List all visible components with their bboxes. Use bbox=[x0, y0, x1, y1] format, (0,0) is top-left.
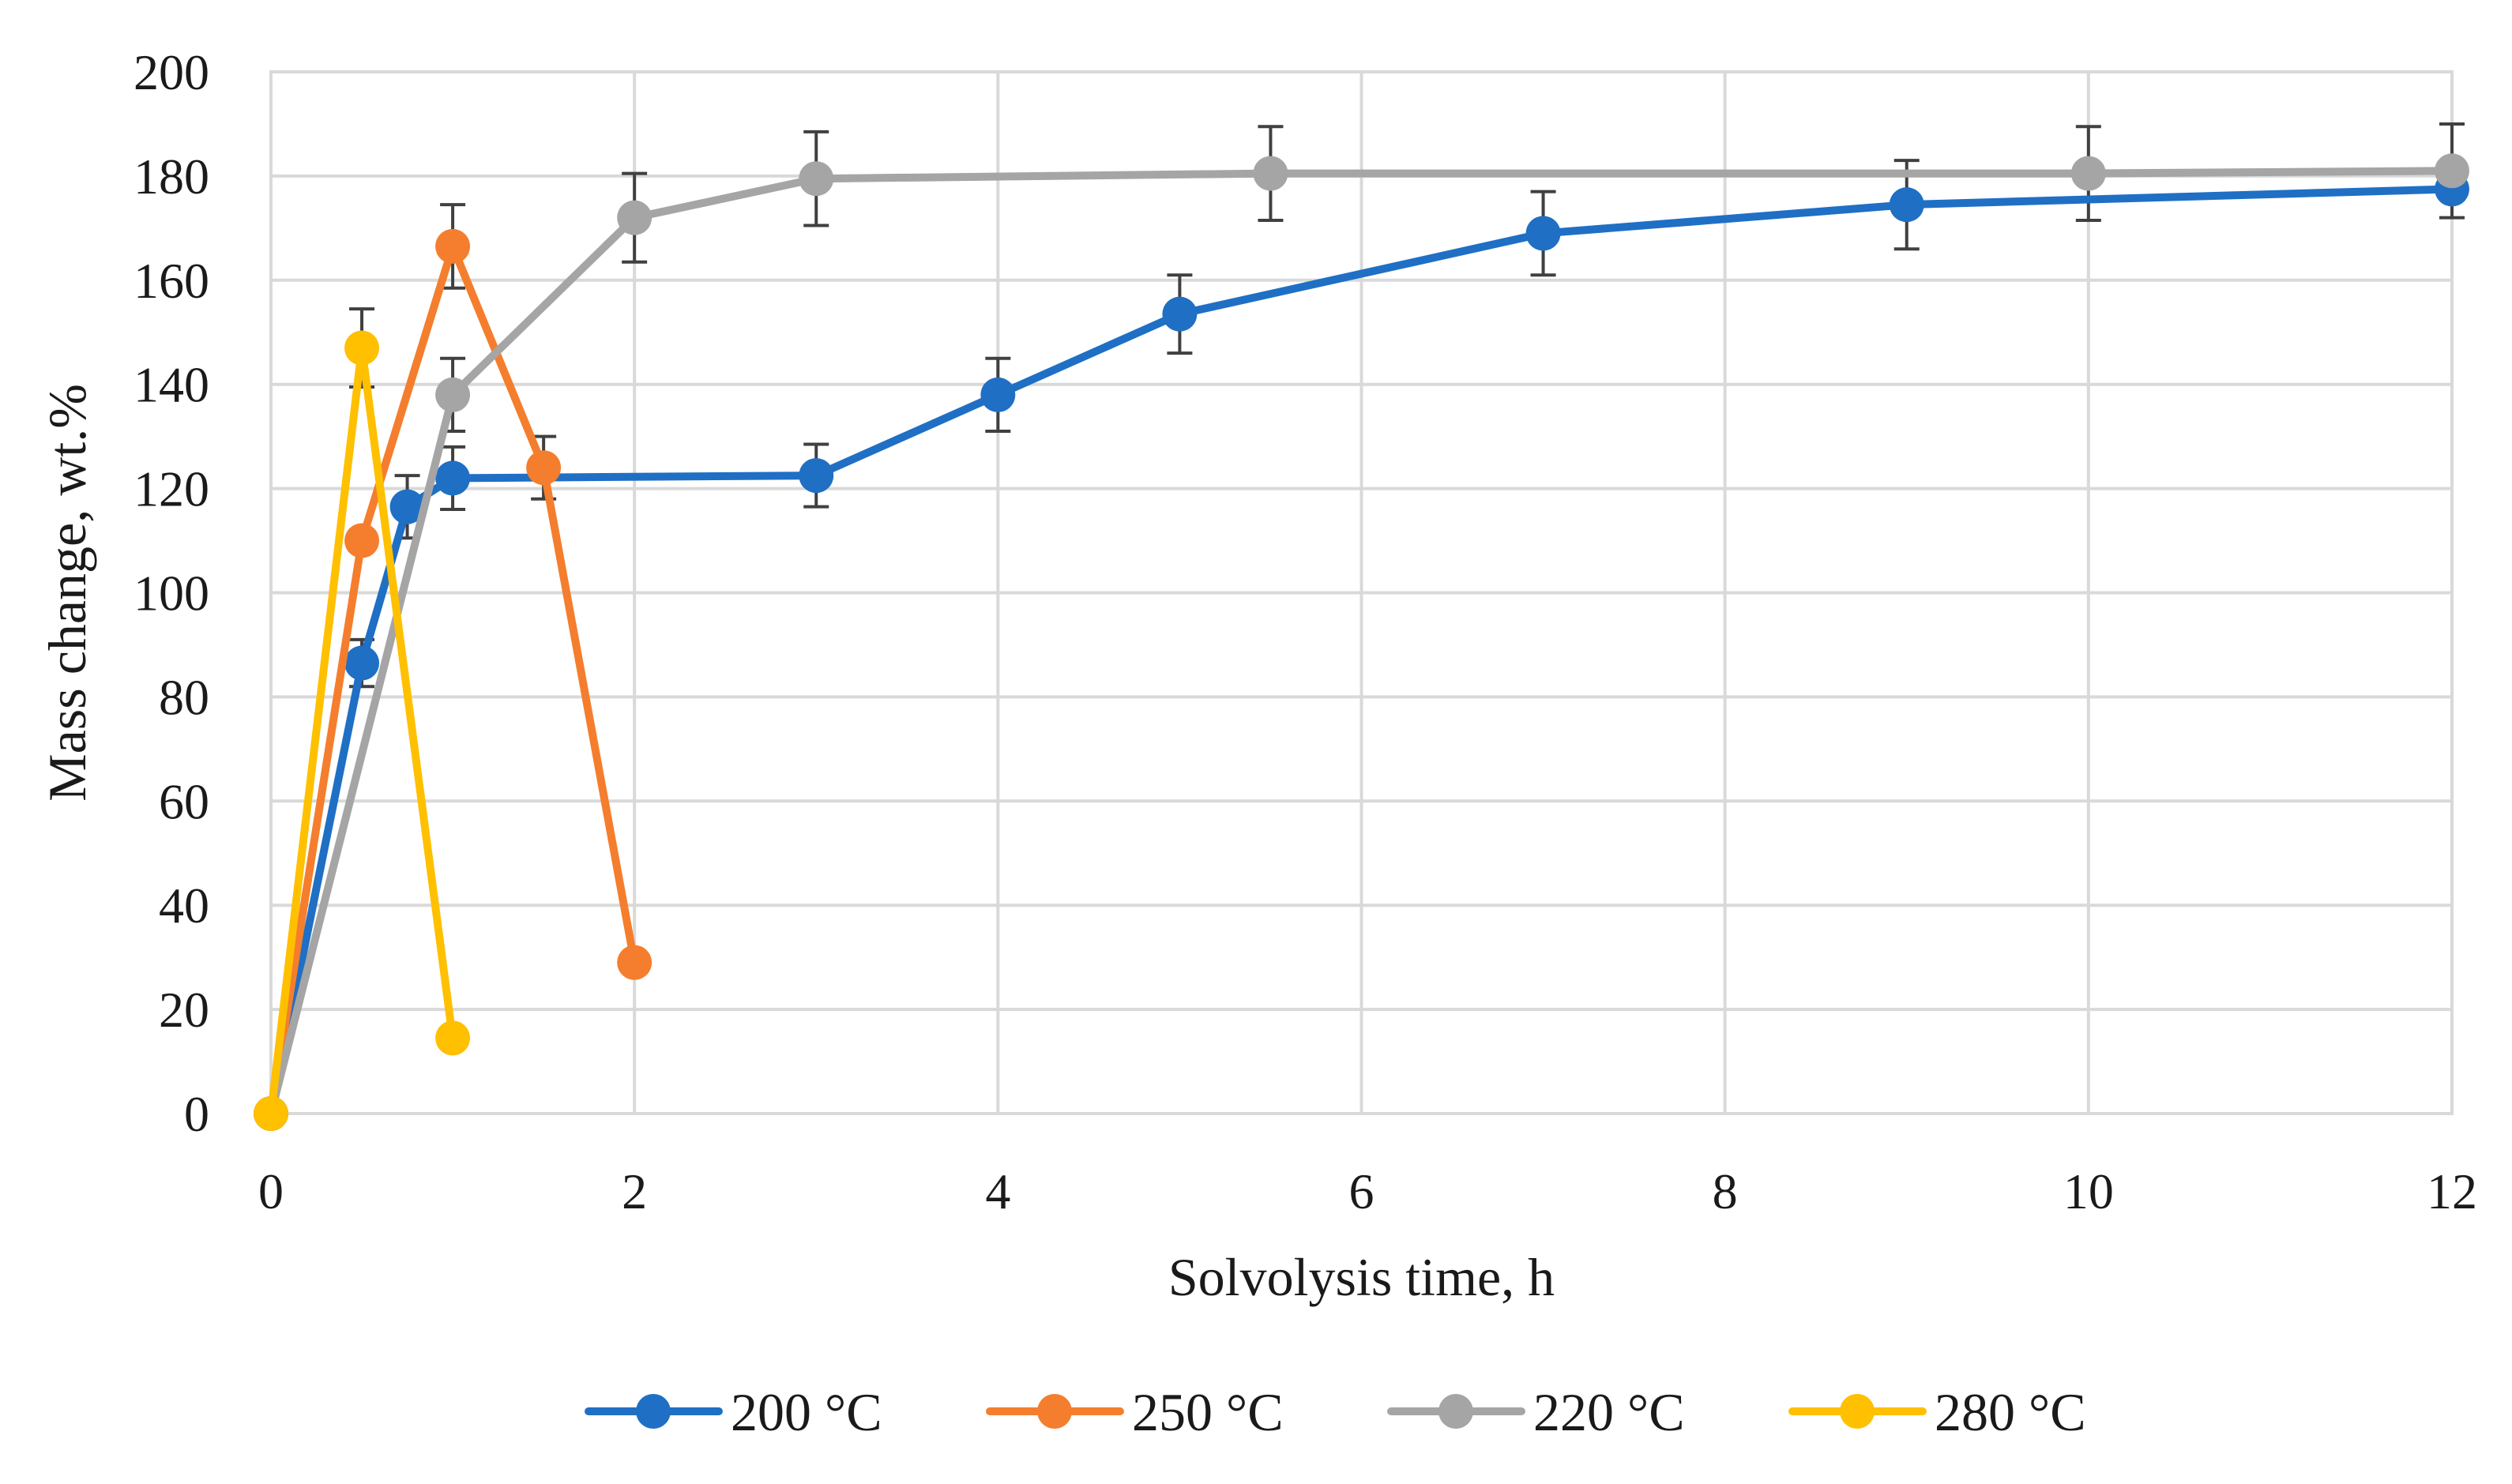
legend-label: 250 °C bbox=[1132, 1382, 1284, 1442]
data-point-200-c bbox=[389, 489, 425, 524]
legend-label: 280 °C bbox=[1935, 1382, 2086, 1442]
y-tick-label: 60 bbox=[159, 773, 209, 829]
grid-layer bbox=[269, 70, 2454, 1115]
legend-label: 200 °C bbox=[731, 1382, 882, 1442]
data-point-280-c bbox=[344, 330, 380, 366]
x-tick-label: 0 bbox=[258, 1163, 284, 1219]
y-tick-label: 120 bbox=[133, 461, 209, 517]
x-tick-label: 12 bbox=[2427, 1163, 2477, 1219]
data-point-220-c bbox=[435, 377, 471, 412]
legend-swatch-marker bbox=[1840, 1394, 1875, 1429]
y-axis-title: Mass change, wt.% bbox=[37, 384, 97, 802]
tick-label-layer: 0 20 40 60 80 100 120 140 160 180 200 0 2 4 6 8 10 12 bbox=[133, 44, 2477, 1219]
data-point-280-c bbox=[435, 1020, 471, 1056]
legend-item-280-c: 280 °C bbox=[1788, 1382, 2086, 1442]
y-tick-label: 100 bbox=[133, 565, 209, 622]
data-point-200-c bbox=[799, 458, 834, 494]
data-point-250-c bbox=[617, 945, 652, 980]
data-point-220-c bbox=[2435, 153, 2469, 189]
data-point-200-c bbox=[1525, 216, 1561, 251]
y-tick-label: 200 bbox=[133, 44, 209, 100]
data-point-280-c bbox=[254, 1096, 288, 1131]
data-point-200-c bbox=[435, 460, 471, 496]
data-point-220-c bbox=[1253, 156, 1288, 191]
legend-label: 220 °C bbox=[1533, 1382, 1685, 1442]
legend: 200 °C 250 °C 220 °C 280 °C bbox=[585, 1382, 2086, 1442]
series-280-c bbox=[254, 330, 471, 1131]
legend-item-250-c: 250 °C bbox=[986, 1382, 1284, 1442]
series-layer bbox=[254, 153, 2469, 1131]
data-point-200-c bbox=[344, 645, 380, 681]
x-tick-label: 2 bbox=[622, 1163, 647, 1219]
y-tick-label: 40 bbox=[159, 877, 209, 934]
legend-item-200-c: 200 °C bbox=[585, 1382, 882, 1442]
x-tick-label: 8 bbox=[1713, 1163, 1738, 1219]
y-tick-label: 140 bbox=[133, 357, 209, 413]
y-tick-label: 20 bbox=[159, 982, 209, 1038]
x-axis-title: Solvolysis time, h bbox=[1168, 1247, 1555, 1307]
series-220-c bbox=[254, 153, 2469, 1131]
y-tick-label: 0 bbox=[184, 1086, 209, 1142]
x-tick-label: 6 bbox=[1349, 1163, 1374, 1219]
legend-item-220-c: 220 °C bbox=[1387, 1382, 1685, 1442]
data-point-250-c bbox=[435, 228, 471, 264]
x-tick-label: 10 bbox=[2063, 1163, 2114, 1219]
series-line-200-c bbox=[267, 185, 2456, 1118]
legend-swatch-marker bbox=[636, 1394, 671, 1429]
data-point-220-c bbox=[617, 200, 652, 235]
data-point-250-c bbox=[344, 523, 380, 558]
data-point-220-c bbox=[2070, 156, 2106, 191]
legend-swatch-marker bbox=[1438, 1394, 1473, 1429]
y-tick-label: 80 bbox=[159, 669, 209, 725]
data-point-200-c bbox=[1889, 187, 1924, 223]
data-point-200-c bbox=[980, 377, 1016, 412]
data-point-250-c bbox=[526, 450, 562, 486]
legend-swatch-marker bbox=[1037, 1394, 1072, 1429]
data-point-200-c bbox=[1162, 296, 1198, 332]
plot-area-frame bbox=[269, 70, 2454, 1115]
x-tick-label: 4 bbox=[985, 1163, 1010, 1219]
data-point-220-c bbox=[799, 161, 834, 197]
y-tick-label: 160 bbox=[133, 253, 209, 309]
series-250-c bbox=[254, 228, 652, 1131]
y-tick-label: 180 bbox=[133, 148, 209, 205]
